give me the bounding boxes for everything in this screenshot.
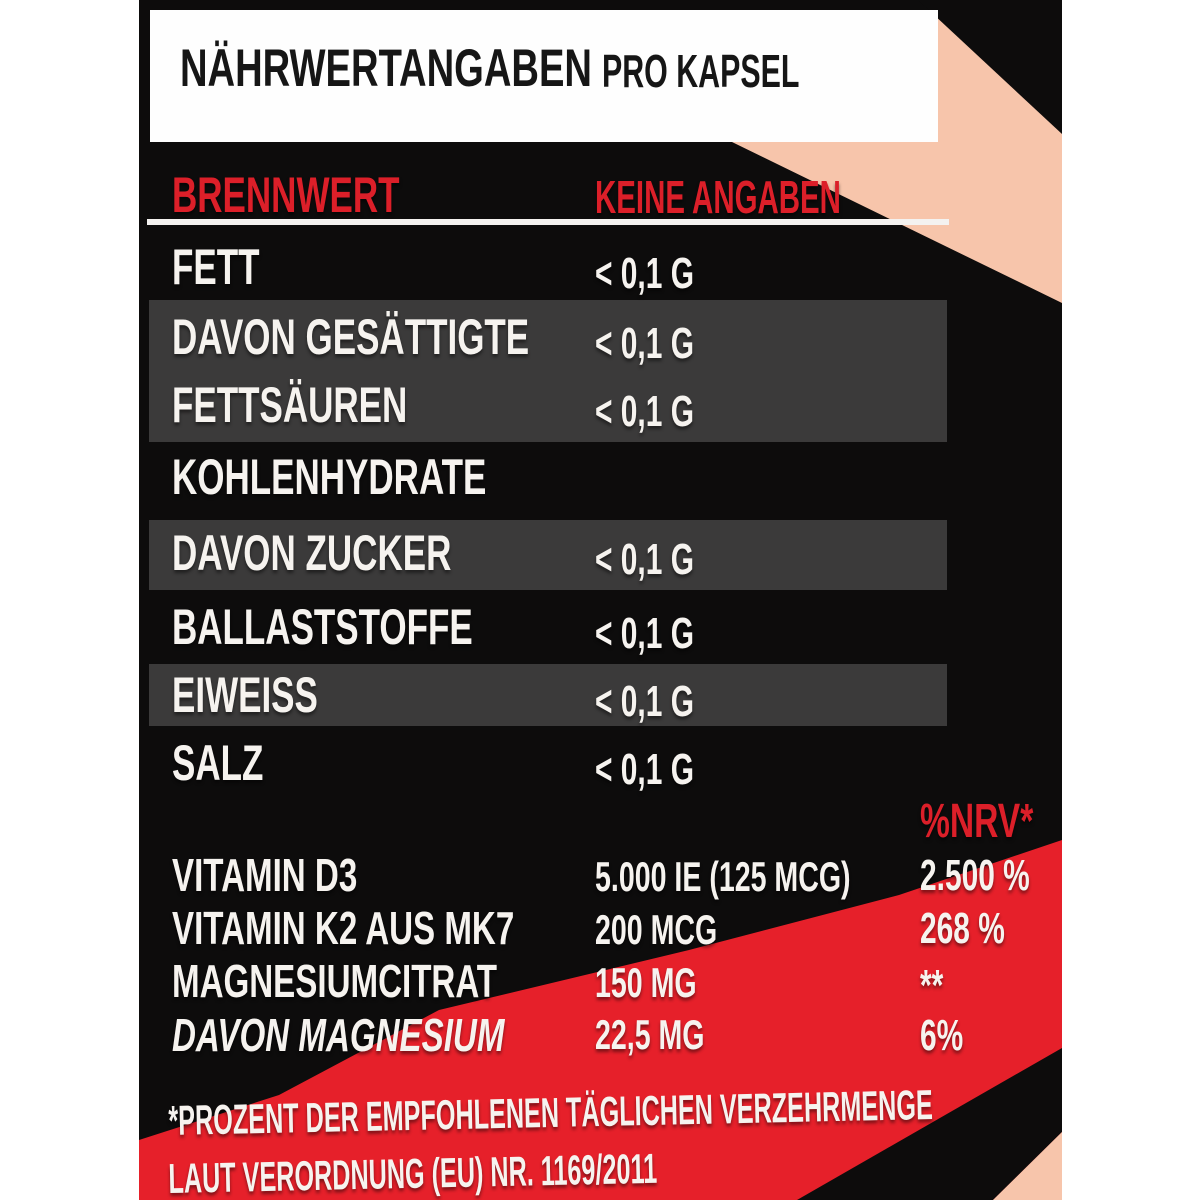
row-value-davon-zucker: < 0,1 G [595,535,694,584]
nrv-column-header: %NRV* [920,795,1034,848]
row-nrv-davon-magnesium: 6% [920,1011,964,1060]
footnote-line-2: LAUT VERORDNUNG (EU) NR. 1169/2011 [167,1144,658,1200]
row-nrv-magnesiumcitrat: ** [920,961,944,1010]
row-label-ballaststoffe: BALLASTSTOFFE [172,599,473,655]
row-value-ballaststoffe: < 0,1 G [595,609,694,658]
header-box: NÄHRWERTANGABEN PRO KAPSEL [150,10,938,142]
row-value-fettsaeuren: < 0,1 G [595,387,694,436]
page-title: NÄHRWERTANGABEN [180,39,592,98]
row-label-brennwert: BRENNWERT [172,167,400,223]
row-label-vitamin-k2: VITAMIN K2 AUS MK7 [172,902,515,954]
row-value-davon-gesaettigte: < 0,1 G [595,319,694,368]
row-label-salz: SALZ [172,735,264,791]
row-value-eiweiss: < 0,1 G [595,677,694,726]
row-highlight [149,300,947,442]
row-amount-vitamin-k2: 200 MCG [595,906,718,953]
row-label-fett: FETT [172,239,260,295]
row-nrv-vitamin-k2: 268 % [920,904,1005,953]
row-highlight [149,520,947,590]
row-nrv-vitamin-d3: 2.500 % [920,851,1030,900]
row-label-fettsaeuren: FETTSÄUREN [172,377,408,433]
row-label-davon-gesaettigte: DAVON GESÄTTIGTE [172,309,530,365]
table-divider [147,219,949,225]
row-value-fett: < 0,1 G [595,249,694,298]
row-amount-vitamin-d3: 5.000 IE (125 MCG) [595,853,851,900]
row-value-salz: < 0,1 G [595,745,694,794]
row-label-magnesiumcitrat: MAGNESIUMCITRAT [172,955,498,1007]
row-value-brennwert: KEINE ANGABEN [595,171,841,223]
row-label-eiweiss: EIWEISS [172,667,318,723]
row-label-kohlenhydrate: KOHLENHYDRATE [172,449,487,505]
row-label-davon-magnesium: DAVON MAGNESIUM [172,1009,505,1061]
page-subtitle: PRO KAPSEL [602,45,800,97]
row-label-davon-zucker: DAVON ZUCKER [172,525,452,581]
nutrition-label: NÄHRWERTANGABEN PRO KAPSEL BRENNWERT KEI… [139,0,1062,1200]
row-label-vitamin-d3: VITAMIN D3 [172,849,358,901]
row-amount-magnesiumcitrat: 150 MG [595,959,697,1006]
row-highlight [149,664,947,726]
row-amount-davon-magnesium: 22,5 MG [595,1011,705,1058]
